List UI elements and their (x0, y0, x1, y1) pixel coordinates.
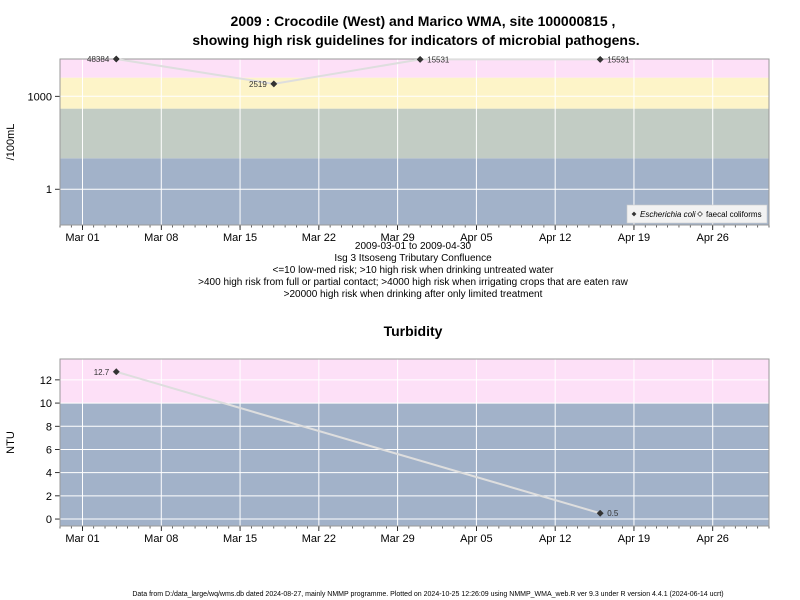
data-point (270, 80, 278, 88)
risk-band-0 (60, 403, 769, 526)
data-point (112, 368, 120, 376)
data-label: 48384 (87, 55, 110, 64)
turbidity-panel: Mar 01 Mar 08 Mar 15 Mar 22 Mar 29 Apr 05 Apr … (5, 358, 770, 545)
data-point (416, 55, 424, 63)
plot-frame (59, 58, 770, 226)
x-tick-label: Apr 12 (539, 232, 571, 244)
x-tick-label: Mar 01 (65, 533, 99, 545)
data-label: 2519 (249, 80, 267, 89)
x-tick-label: Mar 22 (302, 533, 336, 545)
figure-title-line2: showing high risk guidelines for indicat… (192, 32, 639, 48)
turbidity-title: Turbidity (384, 323, 443, 339)
x-tick-label: Apr 19 (618, 533, 650, 545)
caption-date-range: 2009-03-01 to 2009-04-30 (355, 241, 472, 252)
data-label: 0.5 (607, 509, 619, 518)
x-tick-label: Mar 15 (223, 232, 257, 244)
data-point (596, 55, 604, 63)
caption-guideline-treatment: >20000 high risk when drinking after onl… (284, 289, 543, 300)
y-axis-label: /100mL (5, 124, 17, 161)
y-tick-label: 12 (40, 375, 52, 387)
x-tick-label: Mar 29 (380, 533, 414, 545)
caption-site-name: Isg 3 Itsoseng Tributary Confluence (334, 253, 492, 264)
x-tick-label: Apr 26 (697, 533, 729, 545)
legend-ecoli-marker (631, 211, 637, 217)
y-tick-label: 2 (46, 491, 52, 503)
figure-footer: Data from D:/data_large/wq/wms.db dated … (132, 591, 723, 598)
x-tick-label: Apr 05 (460, 533, 492, 545)
series-line (116, 58, 601, 85)
series-line (115, 370, 601, 515)
y-tick-label: 1000 (28, 91, 52, 103)
x-tick-label: Mar 01 (65, 232, 99, 244)
risk-band-1 (60, 108, 769, 159)
y-tick-label: 6 (46, 444, 52, 456)
x-tick-label: Apr 19 (618, 232, 650, 244)
y-tick-label: 1 (46, 184, 52, 196)
y-axis-label: NTU (5, 431, 17, 454)
data-label: 15531 (607, 55, 630, 64)
data-label: 12.7 (94, 368, 110, 377)
data-label: 15531 (427, 55, 450, 64)
x-tick-label: Apr 26 (697, 232, 729, 244)
legend-faecal-label: faecal coliforms (706, 210, 762, 219)
legend-ecoli-label: Escherichia coli (640, 210, 696, 219)
caption-guideline-drinking: <=10 low-med risk; >10 high risk when dr… (273, 265, 555, 276)
figure-title-line1: 2009 : Crocodile (West) and Marico WMA, … (231, 13, 616, 29)
data-point (112, 55, 120, 63)
risk-band-1 (60, 359, 769, 404)
x-tick-label: Mar 22 (302, 232, 336, 244)
y-tick-label: 10 (40, 398, 52, 410)
x-tick-label: Mar 15 (223, 533, 257, 545)
y-tick-label: 8 (46, 421, 52, 433)
risk-band-2 (60, 77, 769, 109)
data-point (596, 509, 604, 517)
y-tick-label: 0 (46, 514, 52, 526)
x-tick-label: Mar 29 (380, 232, 414, 244)
risk-band-3 (60, 59, 769, 78)
legend-faecal-marker (697, 211, 703, 217)
legend-box (626, 204, 768, 224)
x-tick-label: Apr 12 (539, 533, 571, 545)
y-tick-label: 4 (46, 468, 52, 480)
x-tick-label: Mar 08 (144, 533, 178, 545)
x-tick-label: Mar 08 (144, 232, 178, 244)
x-tick-label: Apr 05 (460, 232, 492, 244)
caption-guideline-contact: >400 high risk from full or partial cont… (198, 277, 628, 288)
plot-frame (59, 358, 770, 527)
ecoli-panel: Mar 01 Mar 08 Mar 15 Mar 22 Mar 29 Apr 05 Apr … (5, 55, 770, 244)
